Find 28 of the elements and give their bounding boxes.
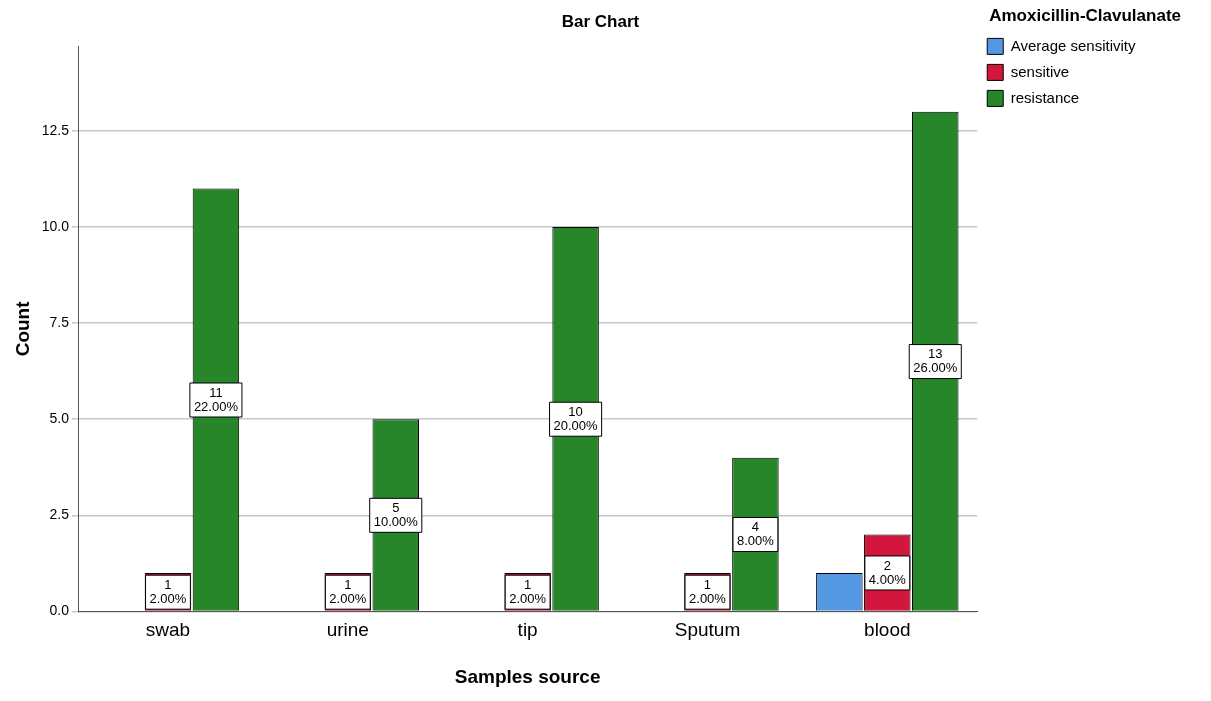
- y-tick-label: 12.5: [41, 121, 70, 138]
- data-label: 1 2.00%: [329, 576, 367, 606]
- y-tick-label: 2.5: [49, 506, 70, 523]
- x-tick-label: Sputum: [674, 619, 741, 641]
- y-tick-label: 0.0: [49, 602, 70, 619]
- data-label: 10 20.00%: [553, 403, 599, 433]
- y-tick-label: 10.0: [41, 217, 70, 234]
- data-label: 11 22.00%: [193, 384, 239, 414]
- data-label: 13 26.00%: [913, 346, 958, 376]
- data-label: 1 2.00%: [689, 576, 727, 606]
- data-label: 1 2.00%: [509, 576, 547, 606]
- x-tick-label: swab: [145, 619, 191, 641]
- y-tick-label: 7.5: [49, 313, 70, 330]
- legend-title: Amoxicillin-Clavulanate: [989, 6, 1181, 26]
- x-tick-label: blood: [864, 619, 911, 641]
- x-axis-title: Samples source: [454, 665, 601, 687]
- y-tick-label: 5.0: [49, 410, 70, 427]
- y-axis-title: Count: [11, 300, 33, 357]
- chart-title: Bar Chart: [561, 11, 640, 31]
- data-label: 5 10.00%: [373, 499, 419, 529]
- legend-label: resistance: [1010, 88, 1080, 106]
- legend-label: Average sensitivity: [1010, 36, 1137, 54]
- data-label: 4 8.00%: [736, 519, 775, 549]
- x-tick-label: tip: [517, 619, 538, 641]
- data-label: 2 4.00%: [868, 557, 907, 587]
- legend-label: sensitive: [1010, 62, 1070, 80]
- data-label: 1 2.00%: [149, 576, 187, 606]
- x-tick-label: urine: [326, 619, 369, 641]
